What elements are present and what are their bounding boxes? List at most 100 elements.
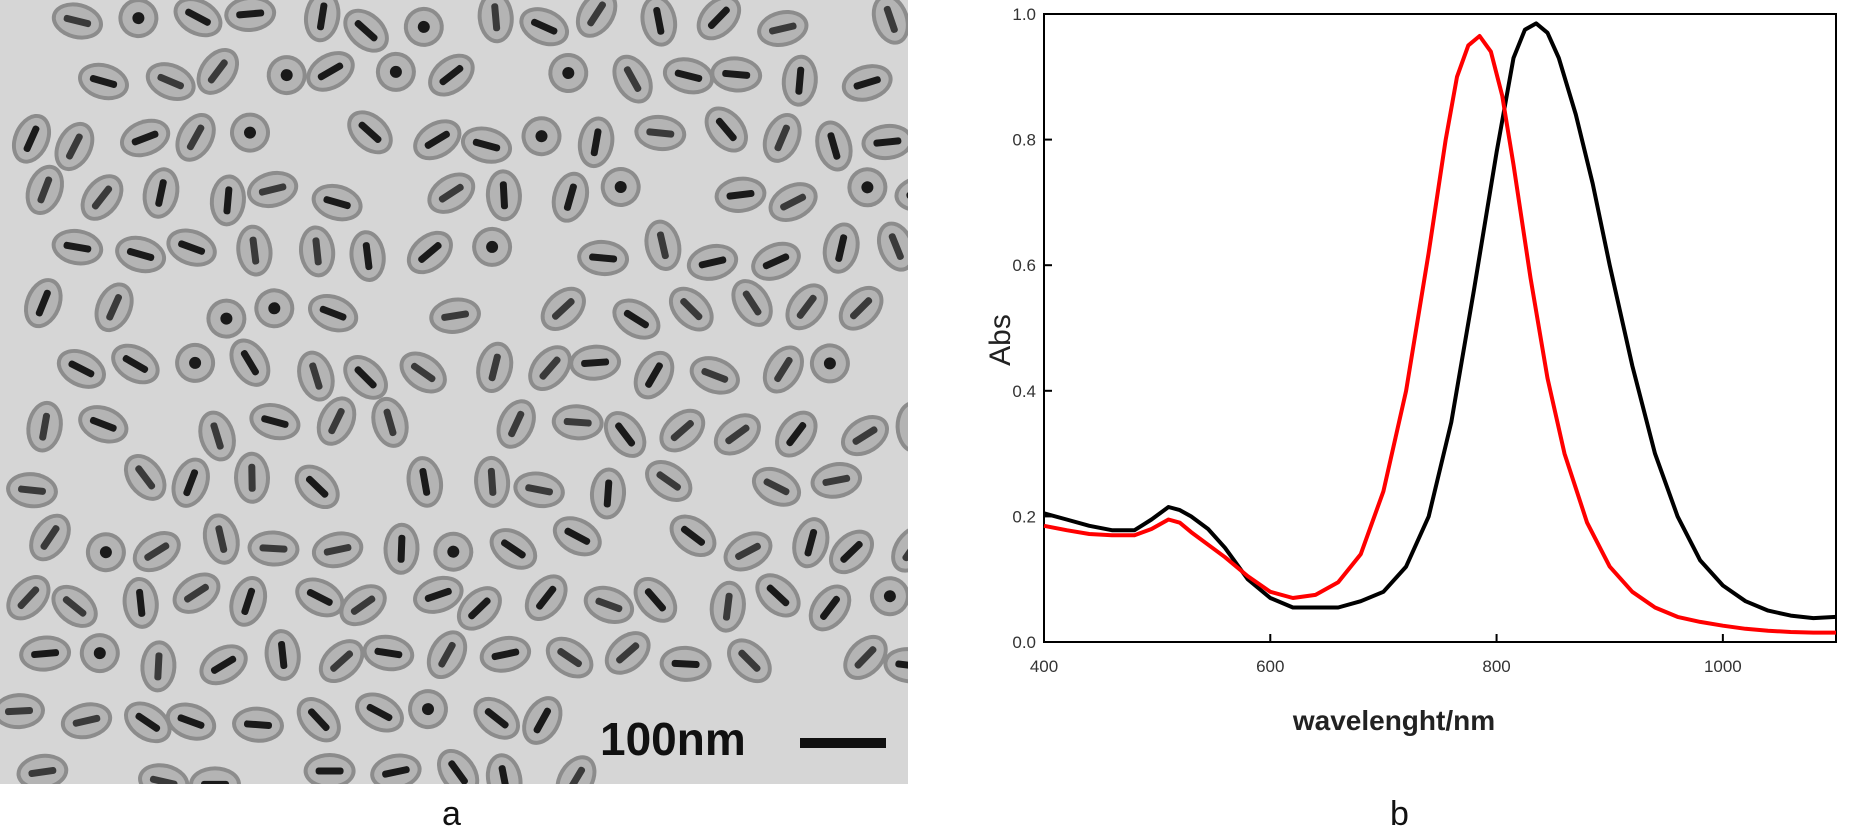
- nanorod: [604, 631, 651, 675]
- nanorod: [19, 635, 72, 672]
- nanorod: [230, 112, 270, 153]
- nanorod: [406, 230, 453, 275]
- nanorod: [11, 113, 52, 164]
- nanorod: [704, 106, 748, 153]
- nanorod: [612, 298, 661, 340]
- nanorod: [577, 116, 615, 169]
- nanorod: [249, 402, 301, 441]
- nanorod: [781, 54, 818, 107]
- nanorod: [294, 464, 340, 510]
- nanorod: [383, 522, 420, 575]
- nanorod: [209, 174, 246, 227]
- nanorod: [254, 288, 295, 329]
- nanorod: [815, 120, 853, 172]
- nanorod: [233, 451, 271, 504]
- nanorod: [78, 405, 129, 444]
- nanorod: [838, 285, 884, 331]
- nanorod: [659, 645, 712, 682]
- x-tick-label: 400: [1030, 657, 1058, 676]
- nanorod: [645, 460, 693, 502]
- nanorod: [876, 221, 916, 272]
- nanorod: [757, 10, 809, 47]
- nanorod: [659, 408, 706, 453]
- panel-label-b: b: [1390, 795, 1409, 833]
- nanorod: [339, 584, 387, 627]
- nanorod: [413, 119, 462, 161]
- nanorod: [477, 0, 514, 44]
- nanorod: [145, 62, 196, 102]
- nanorod-particles: [0, 0, 947, 805]
- nanorod: [545, 636, 594, 679]
- nanorod: [173, 0, 223, 38]
- nanorod: [575, 0, 618, 38]
- nanorod: [56, 348, 106, 389]
- nanorod: [306, 51, 355, 92]
- nanorod: [171, 457, 210, 508]
- scale-bar-label: 100nm: [600, 713, 746, 765]
- y-tick-label: 0.2: [1012, 507, 1036, 526]
- nanorod: [224, 0, 277, 32]
- nanorod: [476, 341, 514, 394]
- nanorod: [489, 528, 538, 570]
- nanorod: [0, 693, 45, 730]
- scale-bar-line: [800, 738, 886, 748]
- nanorod: [123, 453, 167, 501]
- nanorod: [869, 576, 910, 617]
- nanorod: [808, 584, 852, 632]
- tem-micrograph-panel: 100nm: [0, 0, 947, 805]
- x-tick-label: 1000: [1704, 657, 1742, 676]
- y-tick-label: 0.8: [1012, 131, 1036, 150]
- nanorod: [172, 572, 221, 614]
- nanorod: [723, 531, 773, 572]
- nanorod: [686, 243, 739, 281]
- nanorod: [822, 222, 860, 274]
- nanorod: [485, 169, 522, 222]
- nanorod: [202, 513, 240, 565]
- nanorod: [166, 228, 217, 267]
- nanorod: [303, 753, 356, 789]
- data-series: [1043, 21, 1837, 635]
- nanorod: [371, 396, 409, 448]
- nanorod: [60, 702, 113, 740]
- nanorod: [669, 514, 717, 558]
- nanorod: [140, 640, 177, 693]
- nanorod: [871, 0, 910, 45]
- nanorod: [600, 167, 641, 207]
- nanorod: [583, 585, 635, 625]
- nanorod: [347, 110, 393, 155]
- nanorod: [26, 400, 63, 453]
- nanorod: [51, 584, 98, 628]
- absorbance-chart: 0.0 0.2 0.4 0.6 0.8 1.0 400 600 800 1000 Abs wav…: [984, 5, 1837, 736]
- y-tick-label: 1.0: [1012, 5, 1036, 24]
- nanorod: [668, 286, 714, 332]
- nanorod: [79, 633, 120, 674]
- nanorod: [689, 356, 740, 395]
- nanorod: [633, 576, 678, 623]
- nanorod: [85, 532, 126, 573]
- nanorod: [236, 224, 273, 277]
- nanorod: [768, 182, 818, 223]
- nanorod: [762, 345, 804, 394]
- nanorod: [548, 53, 589, 93]
- nanorod: [524, 574, 568, 621]
- nanorod: [551, 404, 604, 441]
- nanorod: [456, 586, 502, 631]
- nanorod: [662, 57, 715, 95]
- nanorod: [479, 635, 532, 673]
- nanorod: [427, 172, 476, 214]
- nanorod: [841, 64, 893, 102]
- nanorod: [528, 345, 572, 392]
- nanorod: [413, 575, 464, 614]
- nanorod: [472, 226, 513, 267]
- scale-bar: 100nm: [600, 713, 886, 765]
- nanorod: [428, 53, 475, 97]
- series-line-black: [1043, 21, 1837, 621]
- nanorod: [132, 531, 181, 573]
- nanorod: [122, 576, 159, 629]
- nanorod: [232, 706, 284, 743]
- nanorod: [355, 692, 404, 733]
- nanorod: [6, 575, 51, 621]
- nanorod: [861, 123, 914, 161]
- nanorod: [246, 170, 299, 209]
- nanorod: [710, 56, 763, 93]
